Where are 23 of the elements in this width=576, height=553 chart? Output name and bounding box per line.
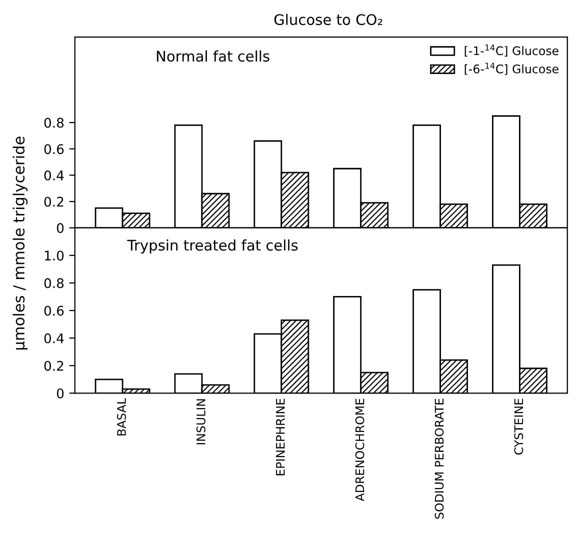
y-tick-label: 0.4 — [44, 170, 64, 180]
chart-title: Glucose to CO₂ — [274, 14, 382, 26]
text: Trypsin treated fat cells — [127, 239, 298, 254]
text: Normal fat cells — [156, 50, 270, 62]
legend-label: [-6-$^{14}$C] Glucose — [464, 62, 558, 75]
y-tick-label: 0.4 — [44, 333, 64, 344]
y-tick-label: 0 — [56, 388, 64, 398]
x-tick-label: ADRENOCHROME — [355, 398, 364, 502]
y-tick-label: 0.8 — [44, 118, 64, 128]
y-tick-label: 0.2 — [44, 196, 64, 207]
y-tick-label: 0.8 — [44, 278, 64, 288]
x-tick-label: CYSTEINE — [514, 398, 524, 455]
legend-label: [-1-$^{14}$C] Glucose — [464, 44, 558, 57]
y-tick-label: 0.6 — [44, 144, 64, 154]
y-axis-title: μmoles / mmole triglyceride — [12, 136, 28, 350]
x-tick-label: INSULIN — [196, 399, 206, 444]
y-tick-label: 0.6 — [44, 306, 64, 316]
x-tick-label: EPINEPHRINE — [276, 398, 285, 476]
x-tick-label: BASAL — [117, 398, 126, 436]
x-tick-label: SODIUM PERBORATE — [434, 398, 444, 519]
y-tick-label: 0 — [56, 223, 64, 234]
y-tick-label: 1.0 — [44, 250, 64, 261]
y-tick-label: 0.2 — [44, 360, 64, 371]
